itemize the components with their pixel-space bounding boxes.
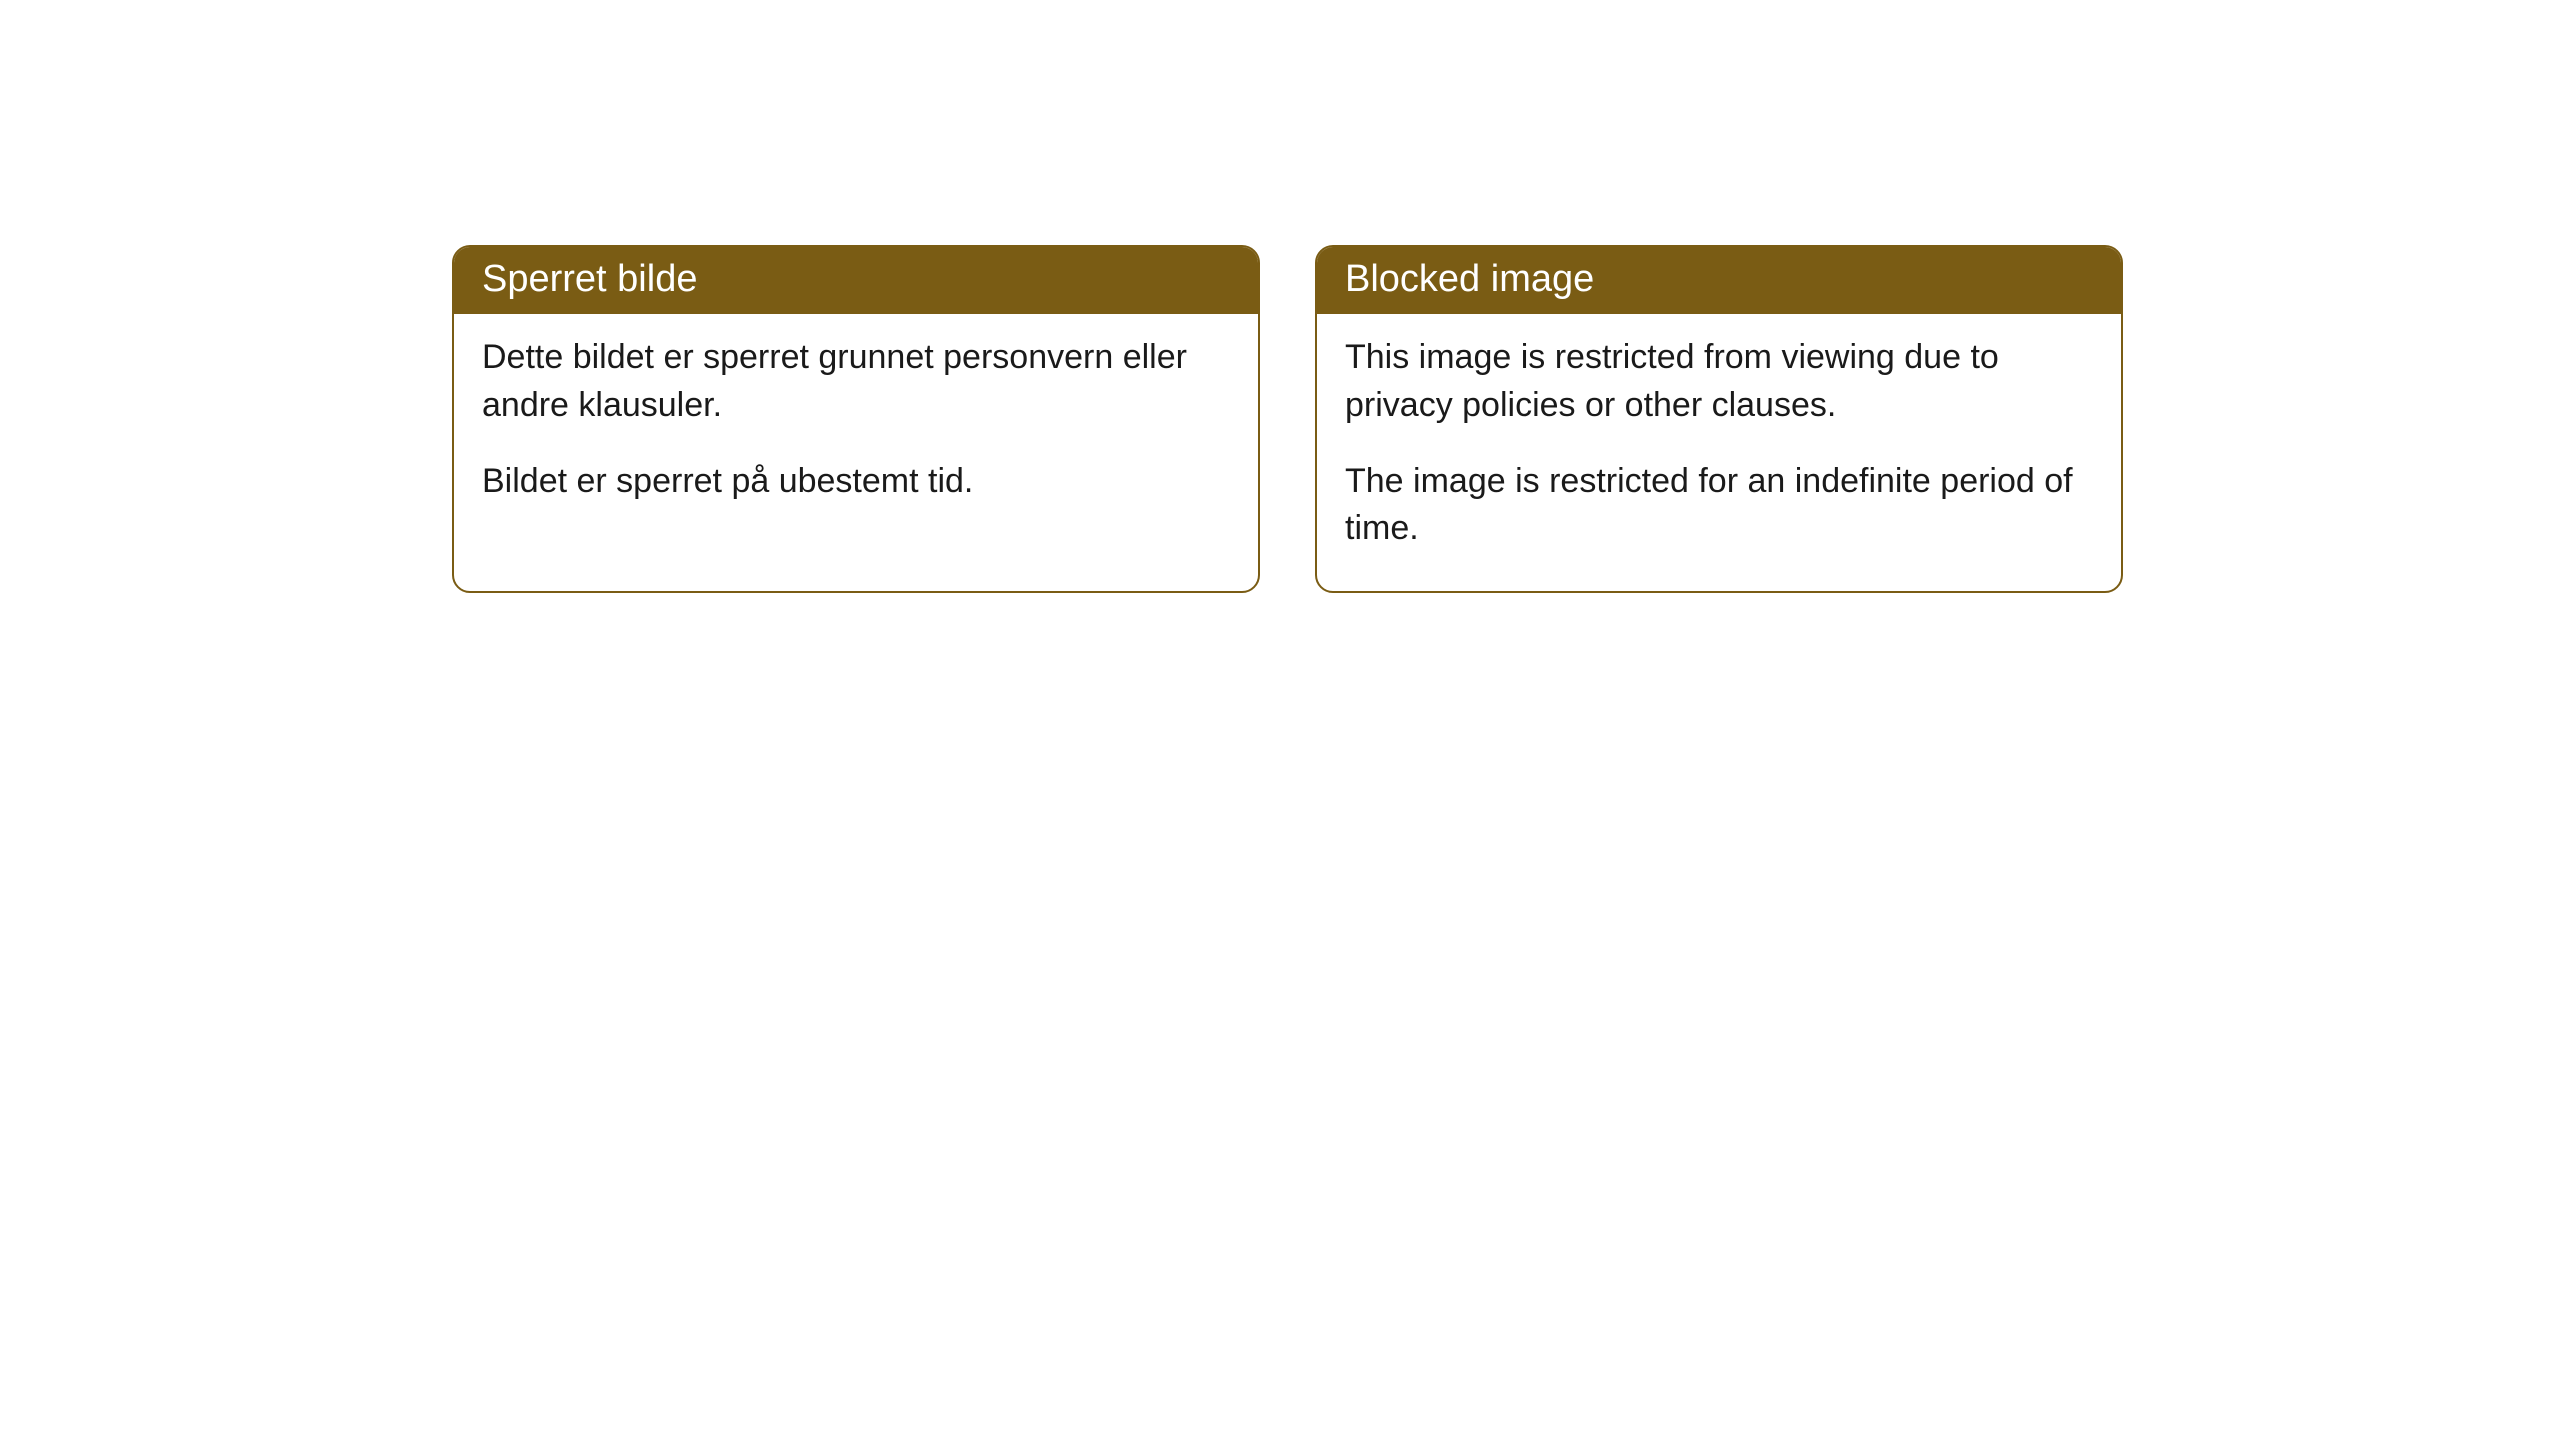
notice-paragraph: Bildet er sperret på ubestemt tid. (482, 458, 1230, 506)
notice-body-norwegian: Dette bildet er sperret grunnet personve… (454, 314, 1258, 543)
notice-paragraph: This image is restricted from viewing du… (1345, 334, 2093, 429)
notice-paragraph: The image is restricted for an indefinit… (1345, 458, 2093, 553)
notice-title-norwegian: Sperret bilde (454, 247, 1258, 314)
notice-title-english: Blocked image (1317, 247, 2121, 314)
notice-card-english: Blocked image This image is restricted f… (1315, 245, 2123, 593)
notice-card-norwegian: Sperret bilde Dette bildet er sperret gr… (452, 245, 1260, 593)
notice-paragraph: Dette bildet er sperret grunnet personve… (482, 334, 1230, 429)
notice-body-english: This image is restricted from viewing du… (1317, 314, 2121, 590)
notice-container: Sperret bilde Dette bildet er sperret gr… (0, 0, 2560, 593)
